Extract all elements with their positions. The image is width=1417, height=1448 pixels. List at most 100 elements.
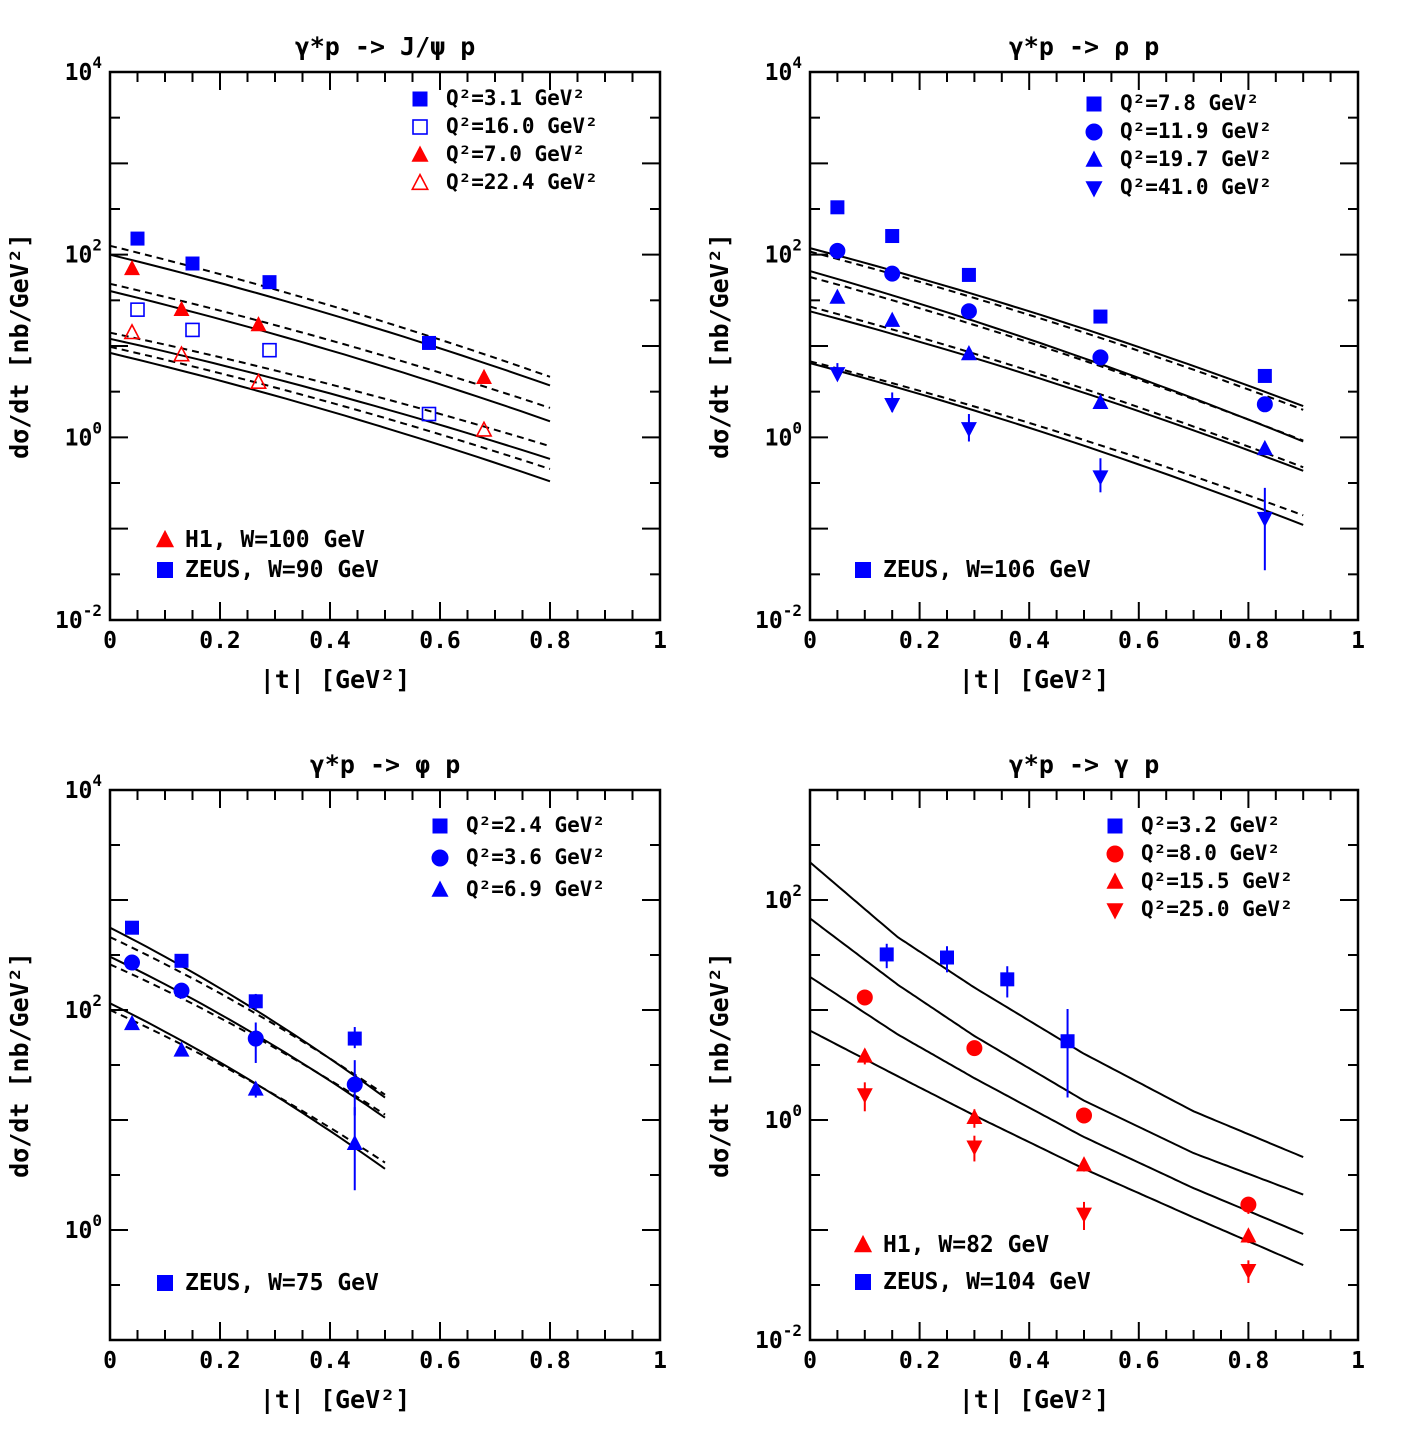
x-tick-label: 1	[653, 628, 667, 654]
data-point	[1240, 1227, 1257, 1243]
data-point	[476, 368, 492, 385]
x-tick-label: 0.4	[1008, 1348, 1050, 1374]
x-tick-label: 0.8	[1228, 1348, 1270, 1374]
data-series-4	[123, 323, 493, 437]
x-tick-label: 0.2	[199, 628, 241, 654]
data-point	[421, 406, 437, 422]
x-tick-label: 0.8	[529, 1348, 571, 1374]
legend-marker	[412, 91, 428, 107]
x-tick-label: 0	[803, 628, 817, 654]
y-tick-label: 100	[65, 418, 102, 451]
note-label: H1, W=82 GeV	[883, 1232, 1049, 1258]
data-point	[173, 982, 190, 999]
data-series-3	[124, 1014, 363, 1191]
plot-frame	[808, 70, 1360, 622]
data-point	[966, 1108, 983, 1125]
y-tick-base: 10	[65, 1218, 93, 1244]
theory-curve-solid	[809, 861, 1304, 1159]
legend-marker	[1086, 96, 1102, 112]
data-point	[125, 920, 139, 935]
theory-curve-dashed	[809, 305, 1304, 469]
legend-marker	[412, 119, 428, 135]
chart-title: γ*p -> ρ p	[1009, 32, 1160, 61]
data-point	[879, 947, 894, 962]
data-point	[1076, 1156, 1092, 1172]
data-point	[1256, 511, 1273, 528]
x-axis-label: |t| [GeV²]	[260, 1385, 411, 1414]
y-tick-label: 102	[765, 236, 802, 269]
data-point	[124, 259, 140, 276]
y-tick-exponent: 2	[92, 991, 102, 1010]
data-point	[1076, 1107, 1092, 1124]
y-tick-label: 10-2	[755, 1321, 802, 1354]
data-series-2	[856, 989, 1257, 1214]
legend-marker	[410, 172, 430, 191]
data-point	[250, 372, 267, 389]
data-point	[250, 316, 267, 332]
theory-curve-solid	[809, 270, 1304, 443]
legend-label: Q²=41.0 GeV²	[1120, 175, 1272, 199]
theory-curve-solid	[809, 362, 1304, 526]
note-marker	[855, 1274, 871, 1290]
y-tick-label: 100	[65, 1211, 102, 1244]
legend-marker	[1085, 150, 1103, 167]
data-point	[856, 989, 873, 1006]
legend-label: Q²=2.4 GeV²	[466, 813, 605, 837]
note-label: ZEUS, W=75 GeV	[185, 1270, 379, 1296]
data-point	[130, 302, 145, 317]
y-tick-label: 100	[765, 1101, 802, 1134]
y-tick-exponent: 0	[792, 418, 802, 437]
data-point	[347, 1031, 362, 1046]
x-tick-label: 0.2	[899, 1348, 941, 1374]
y-tick-base: 10	[65, 998, 93, 1024]
y-tick-base: 10	[765, 425, 793, 451]
data-series-1	[830, 200, 1272, 383]
data-point	[940, 950, 954, 965]
y-tick-base: 10	[755, 608, 783, 634]
note-marker	[157, 1275, 173, 1291]
data-point	[884, 265, 901, 282]
x-tick-label: 0.2	[199, 1348, 241, 1374]
data-series-2	[130, 302, 437, 422]
y-tick-base: 10	[65, 425, 93, 451]
y-tick-base: 10	[65, 60, 93, 86]
data-point	[885, 229, 900, 244]
y-tick-label: 10-2	[55, 601, 102, 634]
data-point	[185, 322, 200, 338]
legend-label: Q²=22.4 GeV²	[446, 170, 598, 194]
data-point	[1092, 393, 1109, 409]
theory-curve-solid	[109, 351, 551, 483]
data-point	[262, 342, 277, 358]
theory-curve-dashed	[109, 1009, 386, 1164]
legend-label: Q²=6.9 GeV²	[466, 877, 605, 901]
legend-marker	[431, 849, 449, 867]
theory-curve-solid	[109, 253, 551, 387]
data-point	[262, 275, 277, 290]
data-point	[124, 1014, 140, 1031]
data-series-3	[829, 288, 1273, 456]
x-tick-label: 0.8	[1228, 628, 1270, 654]
y-tick-base: 10	[65, 778, 93, 804]
data-point	[173, 345, 190, 362]
legend-label: Q²=3.1 GeV²	[446, 86, 585, 110]
data-point	[475, 420, 493, 437]
y-tick-exponent: 2	[792, 881, 802, 900]
data-series-2	[124, 954, 363, 1116]
y-axis-label: dσ/dt [nb/GeV²]	[705, 233, 734, 459]
x-tick-label: 0.6	[419, 1348, 461, 1374]
legend-label: Q²=16.0 GeV²	[446, 114, 598, 138]
legend-label: Q²=3.6 GeV²	[466, 845, 605, 869]
y-tick-exponent: -2	[83, 601, 102, 620]
theory-curve-dashed	[809, 276, 1304, 442]
y-tick-exponent: 0	[92, 418, 102, 437]
y-tick-exponent: 4	[92, 771, 102, 790]
y-tick-exponent: 2	[792, 236, 802, 255]
y-tick-exponent: 4	[92, 53, 102, 72]
data-point	[1092, 470, 1109, 486]
data-point	[884, 397, 901, 414]
y-tick-exponent: 0	[792, 1101, 802, 1120]
y-tick-exponent: 4	[792, 53, 802, 72]
